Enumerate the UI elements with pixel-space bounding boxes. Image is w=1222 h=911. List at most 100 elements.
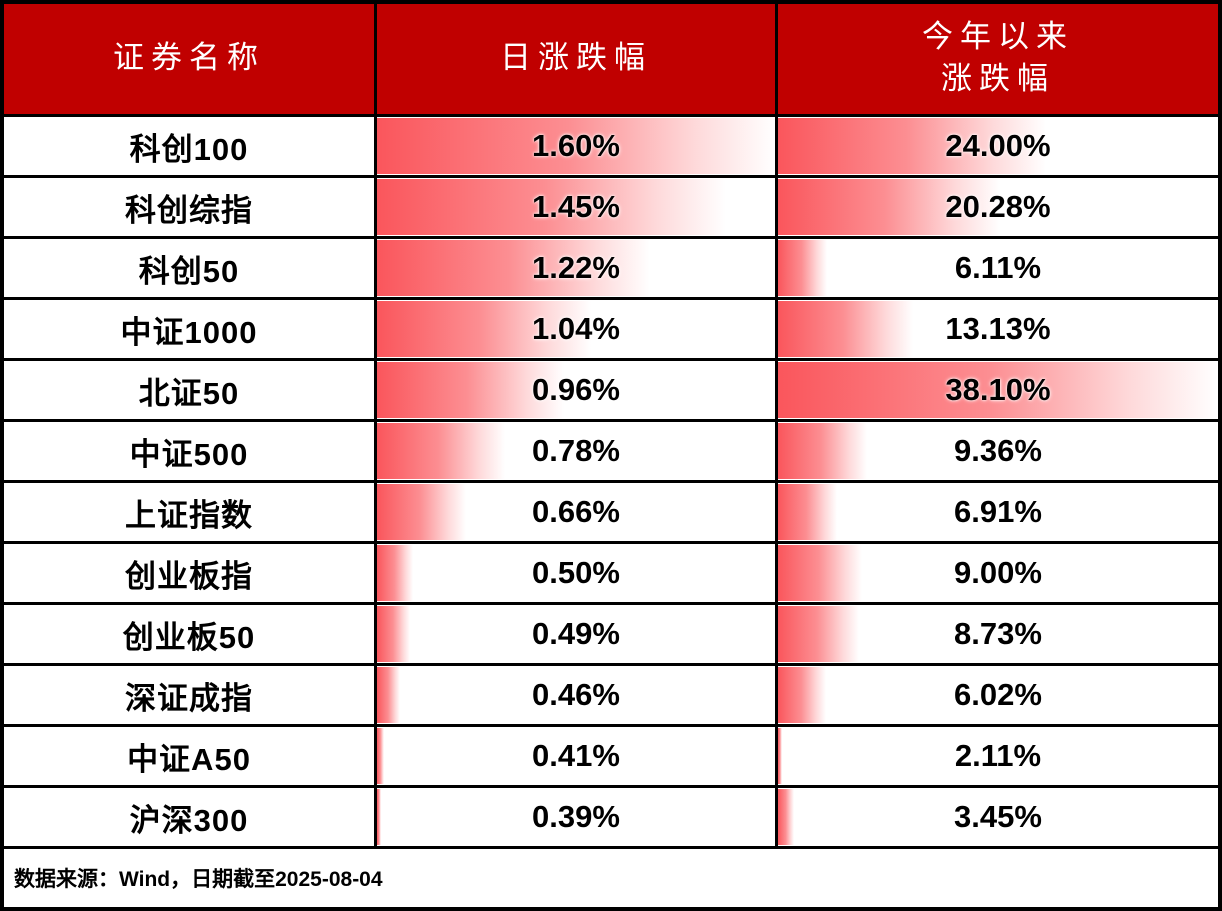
ytd-change-cell: 9.00% — [778, 544, 1218, 602]
ytd-change-bar — [778, 423, 867, 479]
daily-change-cell: 0.66% — [377, 483, 775, 541]
security-name: 北证50 — [138, 375, 240, 411]
daily-change-bar — [377, 545, 414, 601]
daily-change-cell: 0.46% — [377, 666, 775, 724]
security-name: 科创50 — [138, 253, 240, 289]
ytd-change-cell: 8.73% — [778, 605, 1218, 663]
ytd-change-bar — [778, 301, 913, 357]
security-name: 中证500 — [129, 436, 249, 472]
security-name-cell: 中证1000 — [4, 300, 374, 358]
ytd-change-cell: 3.45% — [778, 788, 1218, 846]
security-name: 中证A50 — [127, 741, 251, 777]
data-source-note: 数据来源：Wind，日期截至2025-08-04 — [4, 849, 1218, 907]
daily-change-bar — [377, 118, 775, 174]
daily-change-cell: 0.41% — [377, 727, 775, 785]
daily-change-bar — [377, 728, 384, 784]
daily-change-bar — [377, 423, 506, 479]
daily-change-bar — [377, 240, 651, 296]
ytd-change-bar — [778, 728, 783, 784]
security-name-cell: 科创100 — [4, 117, 374, 175]
ytd-change-bar — [778, 789, 795, 845]
ytd-change-cell: 9.36% — [778, 422, 1218, 480]
security-name-cell: 创业板50 — [4, 605, 374, 663]
daily-change-cell: 1.60% — [377, 117, 775, 175]
security-name-cell: 科创综指 — [4, 178, 374, 236]
security-name-cell: 创业板指 — [4, 544, 374, 602]
security-name: 深证成指 — [125, 680, 253, 716]
ytd-change-value: 9.00% — [954, 555, 1042, 590]
ytd-change-cell: 24.00% — [778, 117, 1218, 175]
daily-change-bar — [377, 179, 726, 235]
ytd-change-cell: 13.13% — [778, 300, 1218, 358]
daily-change-value: 0.78% — [532, 433, 620, 468]
daily-change-cell: 1.04% — [377, 300, 775, 358]
ytd-change-cell: 6.11% — [778, 239, 1218, 297]
daily-change-value: 0.46% — [532, 677, 620, 712]
daily-change-bar — [377, 667, 401, 723]
security-name: 中证1000 — [120, 314, 258, 350]
daily-change-value: 0.50% — [532, 555, 620, 590]
security-name-cell: 上证指数 — [4, 483, 374, 541]
ytd-change-bar — [778, 606, 859, 662]
ytd-change-value: 6.02% — [954, 677, 1042, 712]
daily-change-bar — [377, 606, 410, 662]
daily-change-cell: 0.49% — [377, 605, 775, 663]
ytd-change-bar — [778, 545, 863, 601]
ytd-change-value: 24.00% — [945, 128, 1051, 163]
ytd-change-value: 6.91% — [954, 494, 1042, 529]
daily-change-value: 0.39% — [532, 799, 620, 834]
daily-change-cell: 1.45% — [377, 178, 775, 236]
ytd-change-cell: 2.11% — [778, 727, 1218, 785]
ytd-change-cell: 6.02% — [778, 666, 1218, 724]
security-name: 科创100 — [129, 131, 249, 167]
security-name: 创业板50 — [122, 619, 256, 655]
security-name-cell: 科创50 — [4, 239, 374, 297]
ytd-change-bar — [778, 484, 837, 540]
daily-change-cell: 0.78% — [377, 422, 775, 480]
ytd-change-value: 2.11% — [954, 738, 1042, 773]
security-name: 上证指数 — [125, 497, 253, 533]
ytd-change-bar — [778, 118, 1046, 174]
ytd-change-bar — [778, 667, 826, 723]
ytd-change-bar — [778, 362, 1218, 418]
daily-change-value: 0.41% — [532, 738, 620, 773]
daily-change-bar — [377, 362, 565, 418]
ytd-change-cell: 6.91% — [778, 483, 1218, 541]
daily-change-value: 0.49% — [532, 616, 620, 651]
security-name-cell: 中证A50 — [4, 727, 374, 785]
daily-change-bar — [377, 484, 466, 540]
ytd-change-bar — [778, 179, 1001, 235]
ytd-change-value: 8.73% — [954, 616, 1042, 651]
daily-change-bar — [377, 301, 591, 357]
ytd-change-value: 20.28% — [945, 189, 1051, 224]
header-daily-change: 日涨跌幅 — [377, 4, 775, 114]
ytd-change-bar — [778, 240, 827, 296]
security-name-cell: 沪深300 — [4, 788, 374, 846]
ytd-change-value: 6.11% — [954, 250, 1042, 285]
daily-change-value: 1.45% — [532, 189, 620, 224]
security-name-cell: 北证50 — [4, 361, 374, 419]
header-ytd-change: 今年以来 涨跌幅 — [778, 4, 1218, 114]
daily-change-cell: 0.50% — [377, 544, 775, 602]
ytd-change-value: 3.45% — [954, 799, 1042, 834]
daily-change-bar — [377, 789, 381, 845]
daily-change-value: 0.66% — [532, 494, 620, 529]
ytd-change-value: 9.36% — [954, 433, 1042, 468]
ytd-change-cell: 38.10% — [778, 361, 1218, 419]
ytd-change-value: 38.10% — [945, 372, 1051, 407]
daily-change-value: 0.96% — [532, 372, 620, 407]
security-name: 创业板指 — [125, 558, 253, 594]
security-name: 沪深300 — [129, 802, 249, 838]
security-name-cell: 中证500 — [4, 422, 374, 480]
daily-change-value: 1.60% — [532, 128, 620, 163]
header-security-name: 证券名称 — [4, 4, 374, 114]
security-name-cell: 深证成指 — [4, 666, 374, 724]
daily-change-value: 1.22% — [532, 250, 620, 285]
ytd-change-value: 13.13% — [945, 311, 1051, 346]
security-name: 科创综指 — [125, 192, 253, 228]
daily-change-cell: 0.39% — [377, 788, 775, 846]
daily-change-cell: 0.96% — [377, 361, 775, 419]
daily-change-value: 1.04% — [532, 311, 620, 346]
